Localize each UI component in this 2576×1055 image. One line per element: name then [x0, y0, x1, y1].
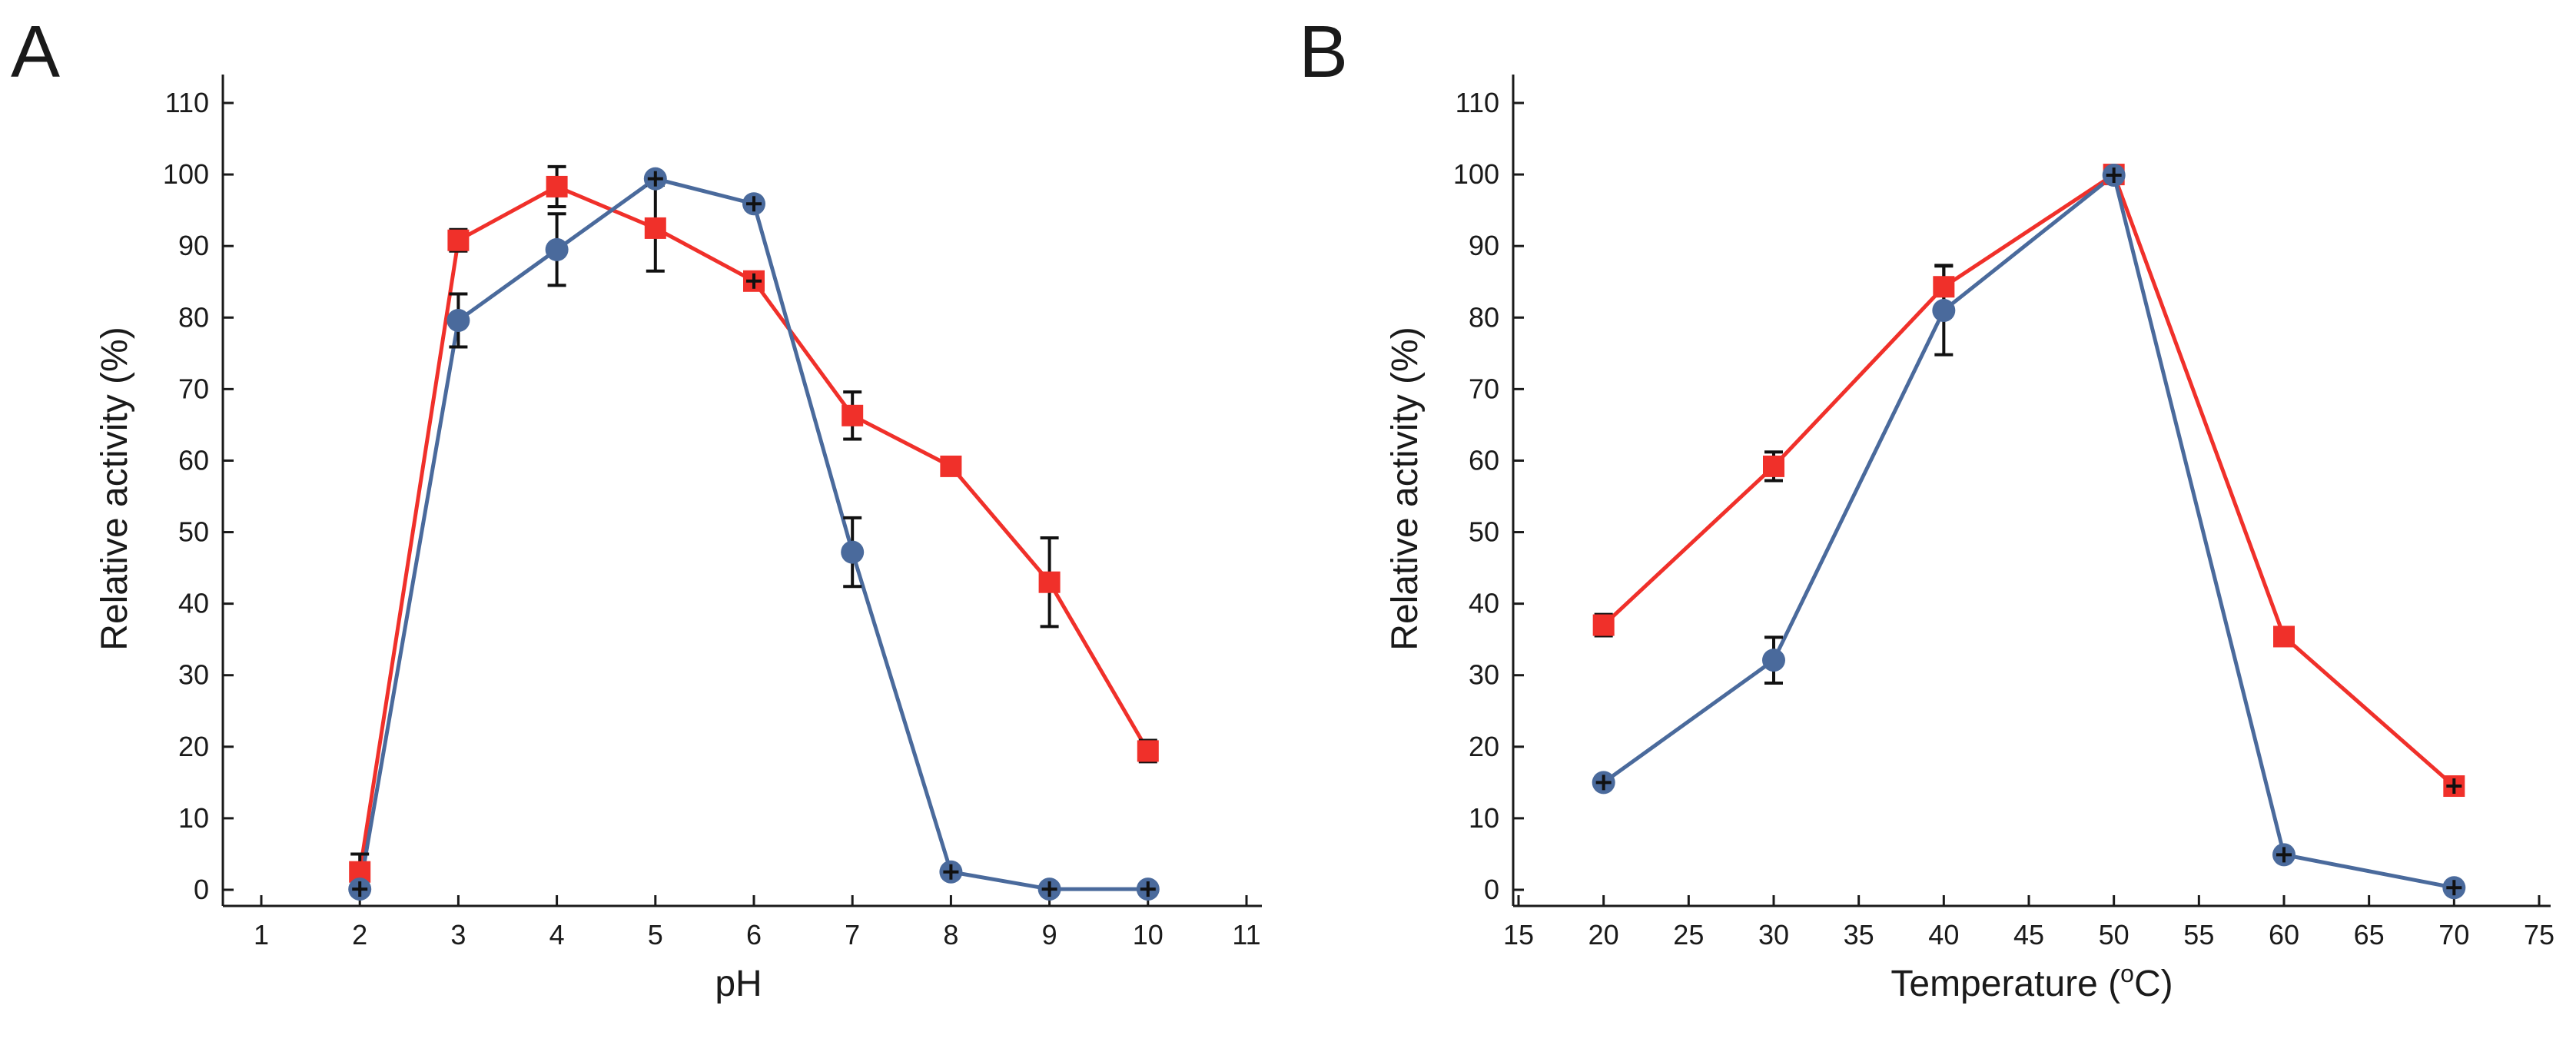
panel-b-x-label: Temperature (oC) — [1891, 960, 2173, 1004]
panel-a-y-tick-label: 0 — [194, 874, 209, 905]
panel-b-blue-point — [1762, 649, 1785, 672]
panel-a-red-point — [842, 404, 864, 426]
panel-a-y-tick-label: 110 — [165, 87, 209, 118]
panel-a-x-tick-label: 2 — [352, 919, 367, 950]
panel-a-x-label: pH — [715, 964, 762, 1004]
panel-a-y-tick-label: 100 — [163, 158, 209, 190]
panel-a-red-point — [644, 217, 666, 239]
panel-b-y-tick-label: 40 — [1469, 588, 1499, 619]
panel-b-y-tick-label: 60 — [1469, 444, 1499, 476]
panel-b-x-tick-label: 25 — [1673, 919, 1704, 950]
panel-a-red-point — [940, 455, 962, 477]
panel-a-y-tick-label: 60 — [178, 444, 209, 476]
panel-a-x-tick-label: 10 — [1133, 919, 1164, 950]
panel-b-red-series-line — [1602, 172, 2455, 788]
panel-a-x-tick-label: 1 — [254, 919, 269, 950]
panel-b-y-tick-label: 20 — [1469, 731, 1499, 762]
panel-b-red-point — [1933, 276, 1955, 298]
panel-a-y-tick-label: 40 — [178, 588, 209, 619]
panel-b-y-tick-label: 70 — [1469, 373, 1499, 404]
panel-b-red-point — [1763, 455, 1784, 477]
panel-b-blue-series-line — [1602, 173, 2455, 890]
panel-b-x-label-superscript: o — [2120, 960, 2134, 987]
panel-b-y-tick-label: 90 — [1469, 230, 1499, 261]
panel-b-x-label-suffix: C) — [2134, 964, 2173, 1004]
panel-a-y-label: Relative activity (%) — [95, 327, 135, 650]
panel-b-x-tick-label: 45 — [2013, 919, 2044, 950]
panel-a-label: A — [11, 11, 60, 93]
panel-b-blue-point — [1932, 298, 1956, 322]
panel-b-y-tick-label: 110 — [1456, 87, 1499, 118]
panel-a-ticks: 0 10 20 30 40 50 60 70 80 90 100 110 1 2 3 4 5 6 7 8 9 10 11 — [163, 87, 1261, 950]
panel-a-y-tick-label: 50 — [178, 516, 209, 548]
panel-a-y-tick-label: 70 — [178, 373, 209, 404]
panel-b-ticks: 0 10 20 30 40 50 60 70 80 90 100 110 15 20 25 30 35 40 45 5… — [1453, 87, 2554, 950]
panel-b-x-label-main: Temperature ( — [1891, 964, 2120, 1004]
panel-a: A 0 10 20 30 40 50 60 70 80 90 100 110 1 2 3 4 5 6 7 8 9 10 11… — [11, 11, 1262, 1004]
panel-b-red-point — [1592, 614, 1615, 636]
panel-a-x-tick-label: 4 — [549, 919, 565, 950]
panel-a-y-tick-label: 90 — [178, 230, 209, 261]
panel-b-y-tick-label: 30 — [1469, 659, 1499, 691]
panel-b-x-tick-label: 65 — [2354, 919, 2385, 950]
panel-a-red-point — [546, 175, 568, 197]
panel-a-red-point — [447, 229, 470, 251]
panel-b-x-tick-label: 55 — [2183, 919, 2214, 950]
panel-b-x-tick-label: 40 — [1928, 919, 1959, 950]
panel-b-series — [1592, 164, 2466, 900]
panel-b-x-tick-label: 75 — [2524, 919, 2554, 950]
panel-a-red-point — [1038, 571, 1061, 593]
panel-b-y-tick-label: 100 — [1453, 158, 1499, 190]
panel-b-red-point — [2273, 625, 2295, 648]
panel-b-x-tick-label: 60 — [2269, 919, 2299, 950]
panel-a-x-tick-label: 11 — [1232, 919, 1260, 950]
panel-a-x-tick-label: 8 — [943, 919, 958, 950]
panel-a-y-tick-label: 10 — [178, 802, 209, 834]
panel-b: B 0 10 20 30 40 50 60 70 80 90 100 110 15 20 25 30 35 40 4… — [1299, 11, 2554, 1004]
panel-a-x-tick-label: 7 — [845, 919, 860, 950]
panel-a-y-tick-label: 80 — [178, 301, 209, 333]
panel-b-x-tick-label: 35 — [1844, 919, 1874, 950]
panel-a-series — [348, 164, 1160, 901]
panel-a-blue-point — [446, 308, 470, 332]
panel-a-y-tick-label: 30 — [178, 659, 209, 691]
panel-a-x-tick-label: 6 — [746, 919, 762, 950]
panel-b-y-tick-label: 50 — [1469, 516, 1499, 548]
panel-b-y-tick-label: 10 — [1469, 802, 1499, 834]
panel-a-blue-point — [841, 540, 865, 564]
panel-a-red-point — [1137, 740, 1159, 762]
panel-b-x-tick-label: 70 — [2438, 919, 2469, 950]
panel-b-label: B — [1299, 11, 1348, 93]
panel-b-x-tick-label: 20 — [1588, 919, 1619, 950]
panel-a-blue-point — [545, 237, 569, 261]
panel-a-x-tick-label: 9 — [1042, 919, 1057, 950]
panel-b-x-tick-label: 30 — [1758, 919, 1789, 950]
panel-b-y-label: Relative activity (%) — [1385, 327, 1426, 650]
panel-a-x-tick-label: 3 — [450, 919, 466, 950]
panel-a-y-tick-label: 20 — [178, 731, 209, 762]
panel-b-x-tick-label: 15 — [1503, 919, 1534, 950]
panel-b-y-tick-label: 80 — [1469, 301, 1499, 333]
panel-b-x-tick-label: 50 — [2099, 919, 2130, 950]
panel-a-x-tick-label: 5 — [648, 919, 663, 950]
panel-b-y-tick-label: 0 — [1484, 874, 1499, 905]
